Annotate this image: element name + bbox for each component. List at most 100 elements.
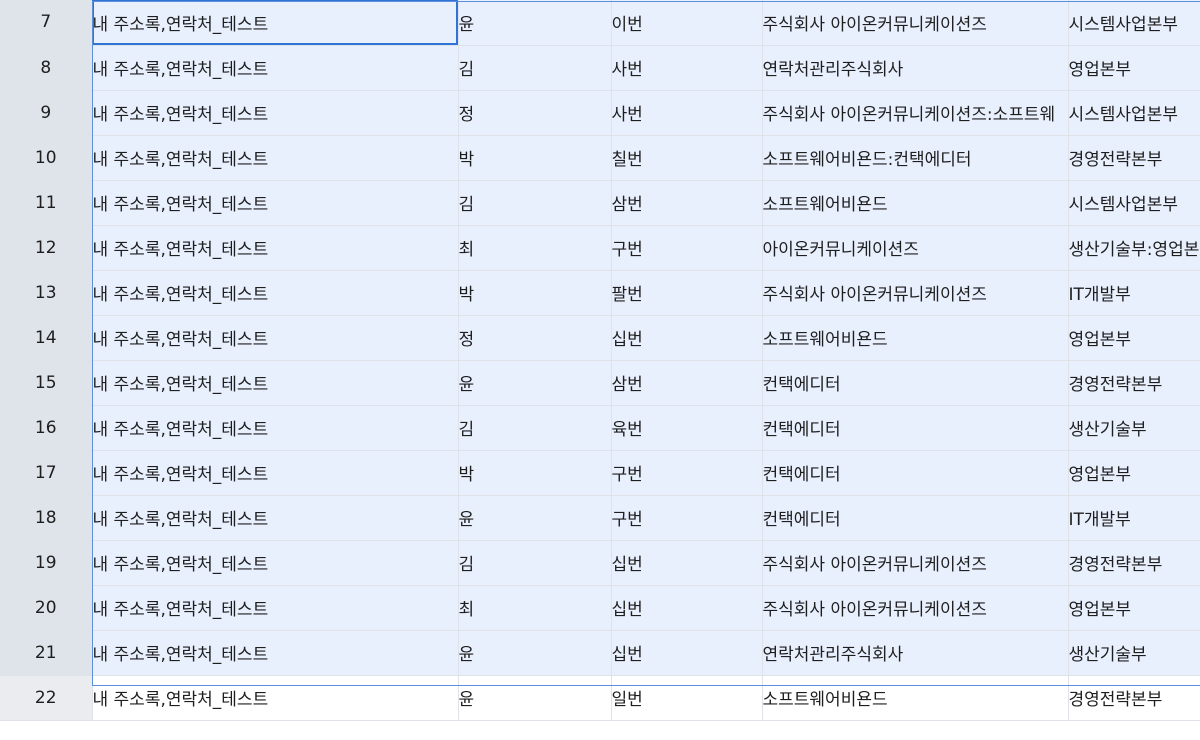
row-header[interactable]: 16 xyxy=(0,405,93,451)
grid-cell[interactable]: 내 주소록,연락처_테스트 xyxy=(92,45,459,91)
grid-cell[interactable]: 십번 xyxy=(611,630,763,676)
grid-cell[interactable]: 컨택에디터 xyxy=(762,405,1069,451)
grid-cell[interactable]: 연락처관리주식회사 xyxy=(762,45,1069,91)
row-header[interactable]: 11 xyxy=(0,180,93,226)
grid-cell[interactable]: 김 xyxy=(458,45,612,91)
grid-cell[interactable]: 이번 xyxy=(611,0,763,46)
grid-cell[interactable]: 김 xyxy=(458,180,612,226)
grid-cell[interactable]: 시스템사업본부 xyxy=(1068,0,1200,46)
row-header[interactable]: 22 xyxy=(0,675,93,721)
grid-cell[interactable]: 아이온커뮤니케이션즈 xyxy=(762,225,1069,271)
grid-cell[interactable]: 박 xyxy=(458,270,612,316)
grid-cell[interactable]: 영업본부 xyxy=(1068,315,1200,361)
grid-cell[interactable]: 윤 xyxy=(458,495,612,541)
row-header[interactable]: 9 xyxy=(0,90,93,136)
row-header[interactable]: 14 xyxy=(0,315,93,361)
grid-cell[interactable]: 내 주소록,연락처_테스트 xyxy=(92,585,459,631)
grid-cell[interactable]: 팔번 xyxy=(611,270,763,316)
grid-cell[interactable]: 내 주소록,연락처_테스트 xyxy=(92,540,459,586)
grid-cell[interactable]: 주식회사 아이온커뮤니케이션즈 xyxy=(762,585,1069,631)
grid-cell[interactable]: 칠번 xyxy=(611,135,763,181)
grid-cell[interactable]: 주식회사 아이온커뮤니케이션즈:소프트웨 xyxy=(762,90,1069,136)
grid-cell[interactable]: 경영전략본부 xyxy=(1068,675,1200,721)
grid-cell[interactable]: 일번 xyxy=(611,675,763,721)
row-header[interactable]: 12 xyxy=(0,225,93,271)
grid-cell[interactable]: 사번 xyxy=(611,90,763,136)
grid-cell[interactable]: 내 주소록,연락처_테스트 xyxy=(92,180,459,226)
grid-cell[interactable]: 내 주소록,연락처_테스트 xyxy=(92,450,459,496)
grid-cell[interactable]: 소프트웨어비욘드 xyxy=(762,180,1069,226)
table-row: 12 내 주소록,연락처_테스트 최 구번 아이온커뮤니케이션즈 생산기술부:영업본 xyxy=(0,225,1200,271)
grid-cell[interactable]: 내 주소록,연락처_테스트 xyxy=(92,90,459,136)
grid-cell[interactable]: 생산기술부 xyxy=(1068,630,1200,676)
grid-cell[interactable]: 최 xyxy=(458,585,612,631)
table-row: 19 내 주소록,연락처_테스트 김 십번 주식회사 아이온커뮤니케이션즈 경영전략본부 xyxy=(0,540,1200,586)
grid-cell[interactable]: 윤 xyxy=(458,630,612,676)
grid-cell[interactable]: 내 주소록,연락처_테스트 xyxy=(92,135,459,181)
grid-cell[interactable]: 시스템사업본부 xyxy=(1068,180,1200,226)
grid-cell[interactable]: 정 xyxy=(458,90,612,136)
row-header[interactable]: 18 xyxy=(0,495,93,541)
row-header[interactable]: 13 xyxy=(0,270,93,316)
grid-cell[interactable]: 십번 xyxy=(611,585,763,631)
grid-cell[interactable]: 생산기술부 xyxy=(1068,405,1200,451)
table-row: 16 내 주소록,연락처_테스트 김 육번 컨택에디터 생산기술부 xyxy=(0,405,1200,451)
grid-cell[interactable]: 컨택에디터 xyxy=(762,450,1069,496)
grid-cell[interactable]: 구번 xyxy=(611,495,763,541)
grid-cell[interactable]: 구번 xyxy=(611,225,763,271)
grid-cell[interactable]: 영업본부 xyxy=(1068,585,1200,631)
row-header[interactable]: 21 xyxy=(0,630,93,676)
grid-cell[interactable]: 십번 xyxy=(611,540,763,586)
row-header[interactable]: 8 xyxy=(0,45,93,91)
row-header[interactable]: 7 xyxy=(0,0,93,46)
grid-cell[interactable]: 내 주소록,연락처_테스트 xyxy=(92,630,459,676)
grid-cell[interactable]: IT개발부 xyxy=(1068,495,1200,541)
grid-cell[interactable]: 정 xyxy=(458,315,612,361)
grid-cell[interactable]: 내 주소록,연락처_테스트 xyxy=(92,225,459,271)
grid-cell[interactable]: 주식회사 아이온커뮤니케이션즈 xyxy=(762,540,1069,586)
grid-cell[interactable]: 내 주소록,연락처_테스트 xyxy=(92,405,459,451)
row-header[interactable]: 19 xyxy=(0,540,93,586)
grid-cell[interactable]: 사번 xyxy=(611,45,763,91)
grid-cell[interactable]: 김 xyxy=(458,405,612,451)
grid-cell[interactable]: 윤 xyxy=(458,675,612,721)
row-header[interactable]: 20 xyxy=(0,585,93,631)
grid-cell[interactable]: 박 xyxy=(458,135,612,181)
grid-cell[interactable]: 영업본부 xyxy=(1068,45,1200,91)
grid-cell[interactable]: 내 주소록,연락처_테스트 xyxy=(92,495,459,541)
grid-cell[interactable]: 시스템사업본부 xyxy=(1068,90,1200,136)
grid-cell[interactable]: 경영전략본부 xyxy=(1068,135,1200,181)
grid-cell[interactable]: 삼번 xyxy=(611,180,763,226)
grid-cell[interactable]: 윤 xyxy=(458,360,612,406)
grid-cell[interactable]: 생산기술부:영업본 xyxy=(1068,225,1200,271)
grid-cell[interactable]: 내 주소록,연락처_테스트 xyxy=(92,315,459,361)
grid-cell[interactable]: 주식회사 아이온커뮤니케이션즈 xyxy=(762,270,1069,316)
grid-cell[interactable]: 김 xyxy=(458,540,612,586)
grid-cell[interactable]: IT개발부 xyxy=(1068,270,1200,316)
grid-cell[interactable]: 소프트웨어비욘드:컨택에디터 xyxy=(762,135,1069,181)
grid-cell[interactable]: 경영전략본부 xyxy=(1068,360,1200,406)
grid-cell[interactable]: 내 주소록,연락처_테스트 xyxy=(92,0,459,46)
grid-cell[interactable]: 십번 xyxy=(611,315,763,361)
grid-cell[interactable]: 내 주소록,연락처_테스트 xyxy=(92,360,459,406)
row-header[interactable]: 15 xyxy=(0,360,93,406)
grid-cell[interactable]: 최 xyxy=(458,225,612,271)
grid-cell[interactable]: 소프트웨어비욘드 xyxy=(762,675,1069,721)
row-header[interactable]: 17 xyxy=(0,450,93,496)
grid-cell[interactable]: 소프트웨어비욘드 xyxy=(762,315,1069,361)
grid-cell[interactable]: 박 xyxy=(458,450,612,496)
grid-cell[interactable]: 삼번 xyxy=(611,360,763,406)
grid-cell[interactable]: 연락처관리주식회사 xyxy=(762,630,1069,676)
grid-cell[interactable]: 내 주소록,연락처_테스트 xyxy=(92,675,459,721)
row-header[interactable]: 10 xyxy=(0,135,93,181)
grid-cell[interactable]: 윤 xyxy=(458,0,612,46)
grid-cell[interactable]: 구번 xyxy=(611,450,763,496)
grid-cell[interactable]: 내 주소록,연락처_테스트 xyxy=(92,270,459,316)
grid-cell[interactable]: 경영전략본부 xyxy=(1068,540,1200,586)
grid-cell[interactable]: 컨택에디터 xyxy=(762,495,1069,541)
grid-cell[interactable]: 영업본부 xyxy=(1068,450,1200,496)
grid-cell[interactable]: 주식회사 아이온커뮤니케이션즈 xyxy=(762,0,1069,46)
grid-cell[interactable]: 컨택에디터 xyxy=(762,360,1069,406)
grid-cell[interactable]: 육번 xyxy=(611,405,763,451)
